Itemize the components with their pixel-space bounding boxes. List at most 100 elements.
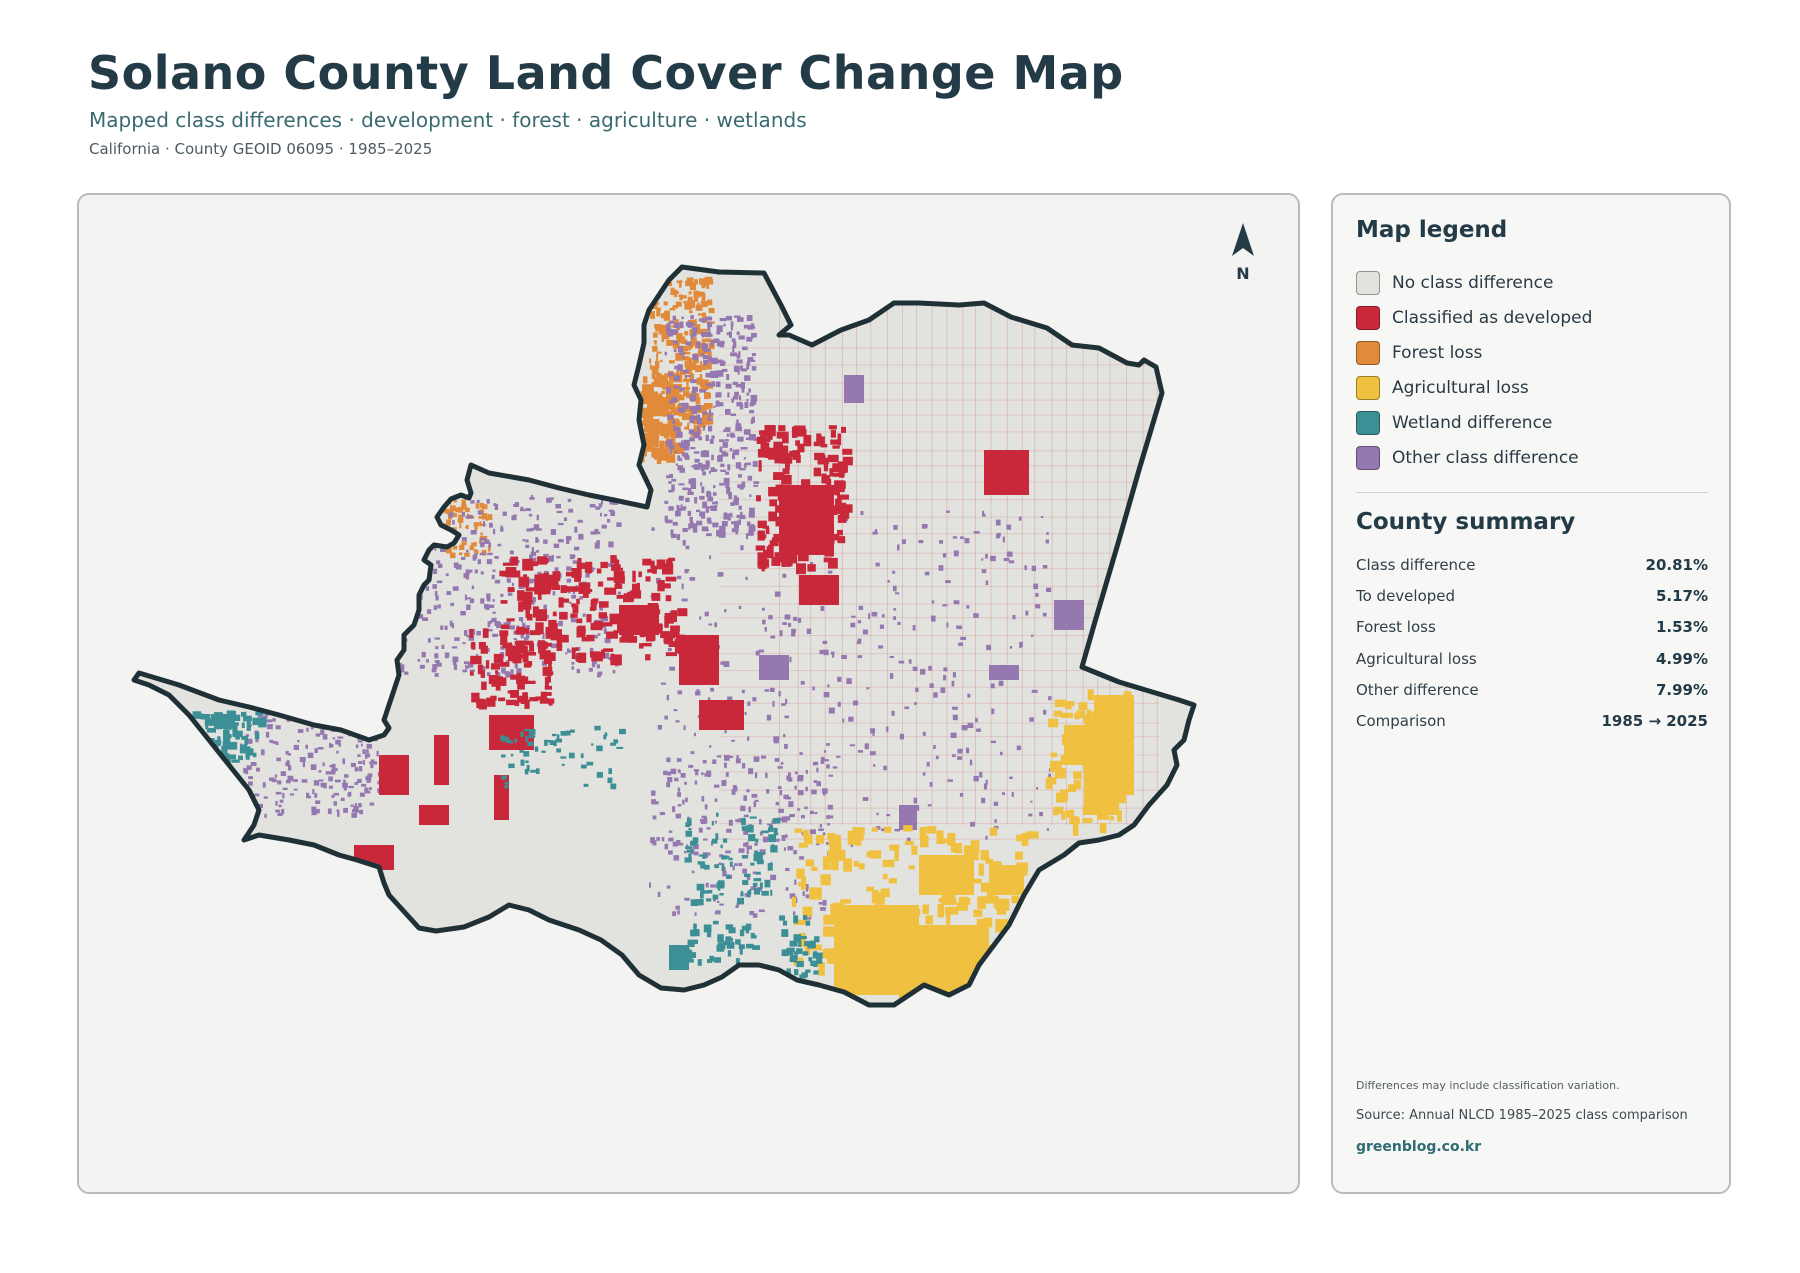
other-difference-patch: [751, 332, 757, 338]
other-difference-patch: [709, 745, 712, 748]
wetland-patch: [552, 733, 557, 737]
wetland-patch: [514, 738, 517, 743]
other-difference-patch: [556, 556, 561, 559]
other-difference-patch: [1046, 532, 1049, 535]
other-difference-patch: [688, 478, 692, 485]
other-difference-patch: [359, 766, 363, 772]
agricultural-loss-patch: [955, 855, 967, 861]
county-map[interactable]: [79, 195, 1300, 1194]
other-difference-patch: [793, 850, 797, 855]
other-difference-patch: [788, 801, 794, 807]
forest-loss-patch: [449, 505, 456, 511]
developed-patch: [843, 504, 853, 513]
other-difference-patch: [568, 508, 574, 513]
other-difference-patch: [588, 667, 593, 672]
other-difference-patch: [467, 569, 473, 573]
other-difference-patch: [935, 755, 939, 760]
site-link[interactable]: greenblog.co.kr: [1356, 1139, 1482, 1155]
other-difference-patch: [1000, 751, 1003, 756]
other-difference-patch: [872, 531, 878, 535]
forest-loss-patch: [671, 325, 676, 328]
other-difference-patch: [607, 519, 611, 523]
road-line: [1065, 305, 1067, 825]
other-difference-patch: [729, 448, 733, 452]
other-difference-patch: [720, 463, 725, 468]
developed-patch: [834, 480, 845, 493]
wetland-patch: [231, 759, 240, 763]
other-difference-patch: [711, 357, 718, 365]
other-difference-patch: [689, 394, 696, 402]
developed-patch: [550, 629, 562, 641]
developed-patch: [773, 472, 785, 480]
agricultural-loss-patch: [1099, 695, 1108, 701]
other-difference-patch: [501, 667, 506, 672]
other-difference-patch: [966, 747, 970, 754]
other-difference-patch: [883, 765, 887, 771]
wetland-patch: [687, 939, 695, 947]
wetland-patch: [687, 958, 694, 963]
other-difference-patch: [692, 525, 698, 533]
other-difference-patch: [302, 762, 305, 768]
other-difference-patch: [918, 540, 924, 544]
agricultural-loss-patch: [843, 858, 852, 872]
other-difference-patch: [730, 321, 734, 327]
developed-patch: [491, 663, 500, 670]
agricultural-loss-patch: [989, 859, 994, 865]
other-difference-patch: [733, 499, 739, 506]
summary-key: To developed: [1356, 586, 1456, 605]
other-difference-patch: [659, 812, 665, 816]
other-difference-patch: [704, 817, 708, 824]
agricultural-loss-patch: [804, 834, 813, 845]
wetland-patch: [796, 961, 804, 968]
other-difference-patch: [563, 517, 568, 521]
wetland-patch: [796, 948, 803, 954]
other-difference-patch: [441, 644, 445, 649]
other-difference-patch: [514, 502, 519, 507]
forest-loss-patch: [458, 514, 464, 518]
wetland-patch: [206, 727, 216, 733]
other-difference-patch: [704, 773, 710, 777]
developed-patch: [829, 468, 833, 477]
other-difference-patch: [696, 417, 703, 425]
other-difference-patch: [1043, 709, 1047, 715]
road-line: [719, 653, 1159, 655]
wetland-patch: [549, 740, 557, 745]
wetland-patch: [770, 889, 773, 896]
wetland-patch: [241, 722, 245, 728]
other-difference-patch: [876, 812, 879, 816]
other-difference-patch: [696, 509, 701, 513]
other-difference-patch: [681, 440, 684, 444]
other-difference-patch: [533, 524, 540, 530]
other-difference-patch: [743, 457, 746, 460]
forest-loss-patch: [688, 291, 692, 295]
other-difference-patch: [476, 499, 480, 504]
developed-patch: [792, 427, 804, 437]
other-difference-patch: [354, 781, 358, 785]
summary-value: 1985 → 2025: [1601, 712, 1708, 731]
other-difference-patch: [451, 623, 455, 629]
agricultural-loss-patch: [847, 830, 855, 845]
other-difference-patch: [705, 316, 713, 321]
other-difference-patch: [674, 365, 679, 370]
developed-patch: [535, 622, 544, 634]
agricultural-loss-patch: [848, 948, 857, 954]
other-difference-patch: [938, 565, 944, 571]
other-difference-patch: [436, 580, 443, 584]
other-difference-patch: [480, 598, 485, 604]
road-line: [1097, 305, 1099, 825]
wetland-patch: [772, 818, 781, 824]
wetland-patch: [813, 970, 819, 975]
developed-patch: [665, 652, 677, 657]
other-difference-patch: [823, 759, 829, 762]
map-panel[interactable]: [77, 193, 1300, 1194]
wetland-patch: [764, 879, 771, 888]
forest-loss-patch: [687, 357, 693, 364]
developed-patch: [505, 567, 517, 578]
road-line: [1082, 305, 1084, 825]
other-difference-patch: [712, 522, 719, 528]
other-difference-patch: [730, 502, 735, 506]
other-difference-patch: [678, 495, 684, 501]
other-difference-patch: [716, 330, 721, 335]
developed-patch: [546, 698, 555, 704]
other-difference-patch: [929, 781, 933, 787]
